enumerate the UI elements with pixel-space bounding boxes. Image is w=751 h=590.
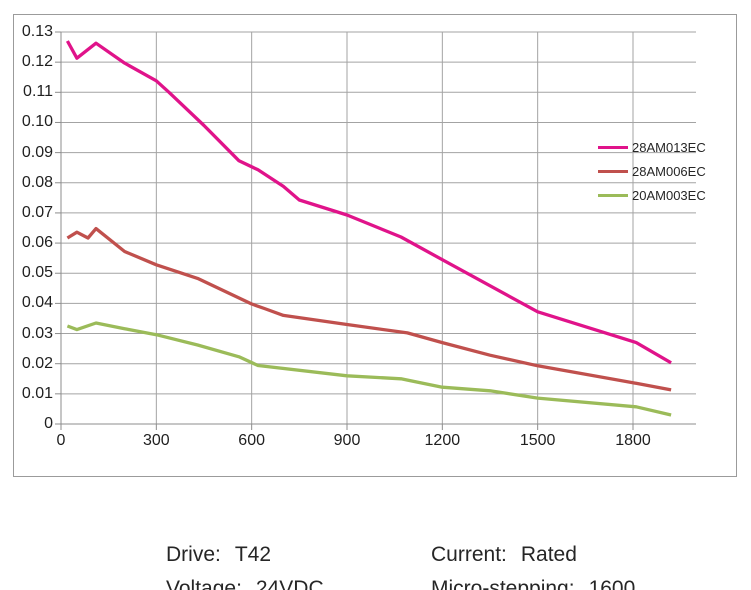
x-tick-label: 0 [56,432,66,449]
x-tick-label: 1800 [615,432,651,449]
y-tick-label: 0.07 [21,203,53,221]
y-tick-label: 0.10 [21,113,53,131]
spec-current-label: Current: [431,543,507,566]
spec-current-value: Rated [520,543,577,566]
legend-label: 28AM006EC [632,163,706,179]
y-tick-label: 0.08 [21,173,53,191]
legend-entry-20AM003EC: 20AM003EC [598,186,706,204]
spec-voltage: Voltage: 24VDC [131,553,324,590]
legend-swatch-icon [598,145,628,149]
y-tick-label: 0.09 [21,143,53,161]
chart-frame [13,14,737,477]
y-tick-label: 0.01 [21,384,53,402]
x-tick-label: 300 [142,432,170,449]
legend-entry-28AM006EC: 28AM006EC [598,162,706,180]
legend-swatch-icon [598,193,628,197]
x-tick-label: 600 [238,432,265,449]
y-tick-label: 0.03 [21,324,53,342]
x-tick-label: 900 [333,432,361,449]
series-line-28AM013EC [65,40,672,365]
y-tick-label: 0.13 [21,23,53,40]
legend-label: 28AM013EC [632,139,706,155]
legend-swatch-icon [598,169,628,173]
spec-microstepping-label: Micro-stepping: [431,577,575,590]
spec-voltage-label: Voltage: [166,577,242,590]
x-tick-label: 1200 [424,432,461,449]
y-tick-label: 0.11 [23,83,53,101]
y-tick-label: 0.04 [21,294,53,312]
y-tick-label: 0 [44,415,53,432]
legend-entry-28AM013EC: 28AM013EC [598,138,706,156]
spec-drive-value: T42 [234,543,272,566]
series-line-20AM003EC [66,321,672,417]
y-tick-label: 0.05 [21,264,53,282]
y-tick-label: 0.02 [21,354,53,372]
spec-microstepping: Micro-stepping: 1600 [396,553,635,590]
legend-label: 20AM003EC [632,187,706,203]
y-tick-label: 0.06 [21,234,53,252]
y-tick-label: 0.12 [21,53,53,71]
x-tick-label: 1500 [519,432,556,449]
spec-voltage-value: 24VDC [255,577,324,590]
series-line-28AM006EC [66,226,672,392]
spec-current: Current: Rated [396,519,577,590]
spec-drive: Drive: T42 [131,519,271,590]
spec-drive-label: Drive: [166,543,221,566]
spec-microstepping-value: 1600 [588,577,636,590]
